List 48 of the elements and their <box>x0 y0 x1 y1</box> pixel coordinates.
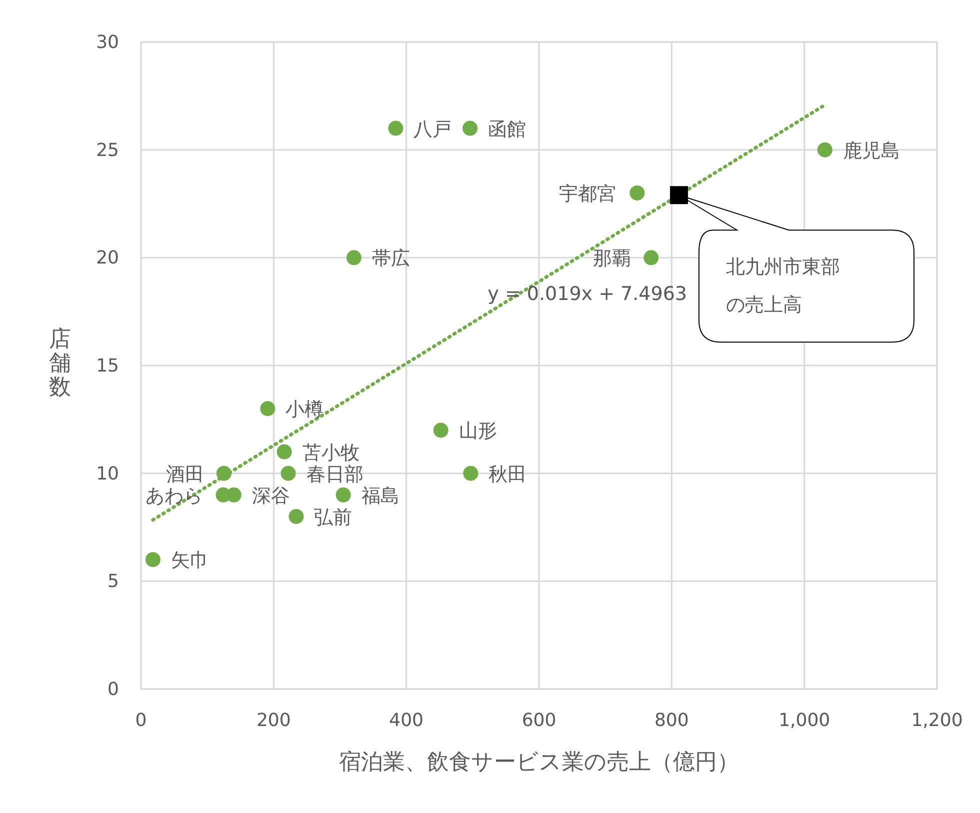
annotation: 山形 <box>458 420 497 442</box>
annotation: 深谷 <box>252 484 290 507</box>
annotation: 秋田 <box>488 463 527 486</box>
point <box>463 466 478 481</box>
annotation: 函館 <box>488 118 526 140</box>
y-tick-label: 5 <box>108 571 119 592</box>
y-tick-label: 15 <box>96 356 119 376</box>
annotation: 苫小牧 <box>302 442 360 464</box>
annotation: 弘前 <box>314 506 352 528</box>
x-tick-label: 800 <box>654 710 689 731</box>
x-tick-label: 1,000 <box>778 710 830 731</box>
point <box>462 120 478 136</box>
annotation: 鹿児島 <box>842 140 900 162</box>
point <box>346 250 362 266</box>
y-tick-label: 25 <box>96 140 119 161</box>
annotation: 春日部 <box>306 463 364 486</box>
y-tick-label: 30 <box>96 32 119 53</box>
point <box>280 466 296 481</box>
x-tick-label: 0 <box>135 710 147 731</box>
y-tick-label: 10 <box>96 463 119 484</box>
annotation: 福島 <box>361 484 400 507</box>
y-tick-label: 20 <box>96 248 119 269</box>
annotation: 酒田 <box>166 463 204 486</box>
point <box>388 120 404 136</box>
annotation: 八戸 <box>414 118 452 140</box>
annotation: 那覇 <box>593 248 632 270</box>
annotation: 矢巾 <box>170 550 209 572</box>
x-tick-label: 1,200 <box>911 710 963 731</box>
x-tick-label: 600 <box>522 710 556 731</box>
point <box>630 185 645 200</box>
point <box>288 508 304 524</box>
point <box>336 487 351 502</box>
y-tick-label: 0 <box>108 679 119 700</box>
annotation: 帯広 <box>372 248 410 270</box>
point <box>145 552 160 568</box>
annotation: y = 0.019x + 7.4963 <box>488 282 688 305</box>
x-tick-label: 200 <box>256 710 291 731</box>
point <box>433 422 448 438</box>
point <box>276 444 292 460</box>
point <box>260 401 276 416</box>
annotation: 小樽 <box>286 398 324 421</box>
x-axis-title: 宿泊業、飲食サービス業の売上（億円） <box>339 750 739 775</box>
y-axis-title: 店舗数 <box>49 327 71 400</box>
x-tick-label: 400 <box>389 710 424 731</box>
annotation: 北九州市東部の売上高 <box>726 256 840 316</box>
annotation: 宇都宮 <box>559 182 616 205</box>
point <box>817 142 832 158</box>
point <box>644 250 659 266</box>
